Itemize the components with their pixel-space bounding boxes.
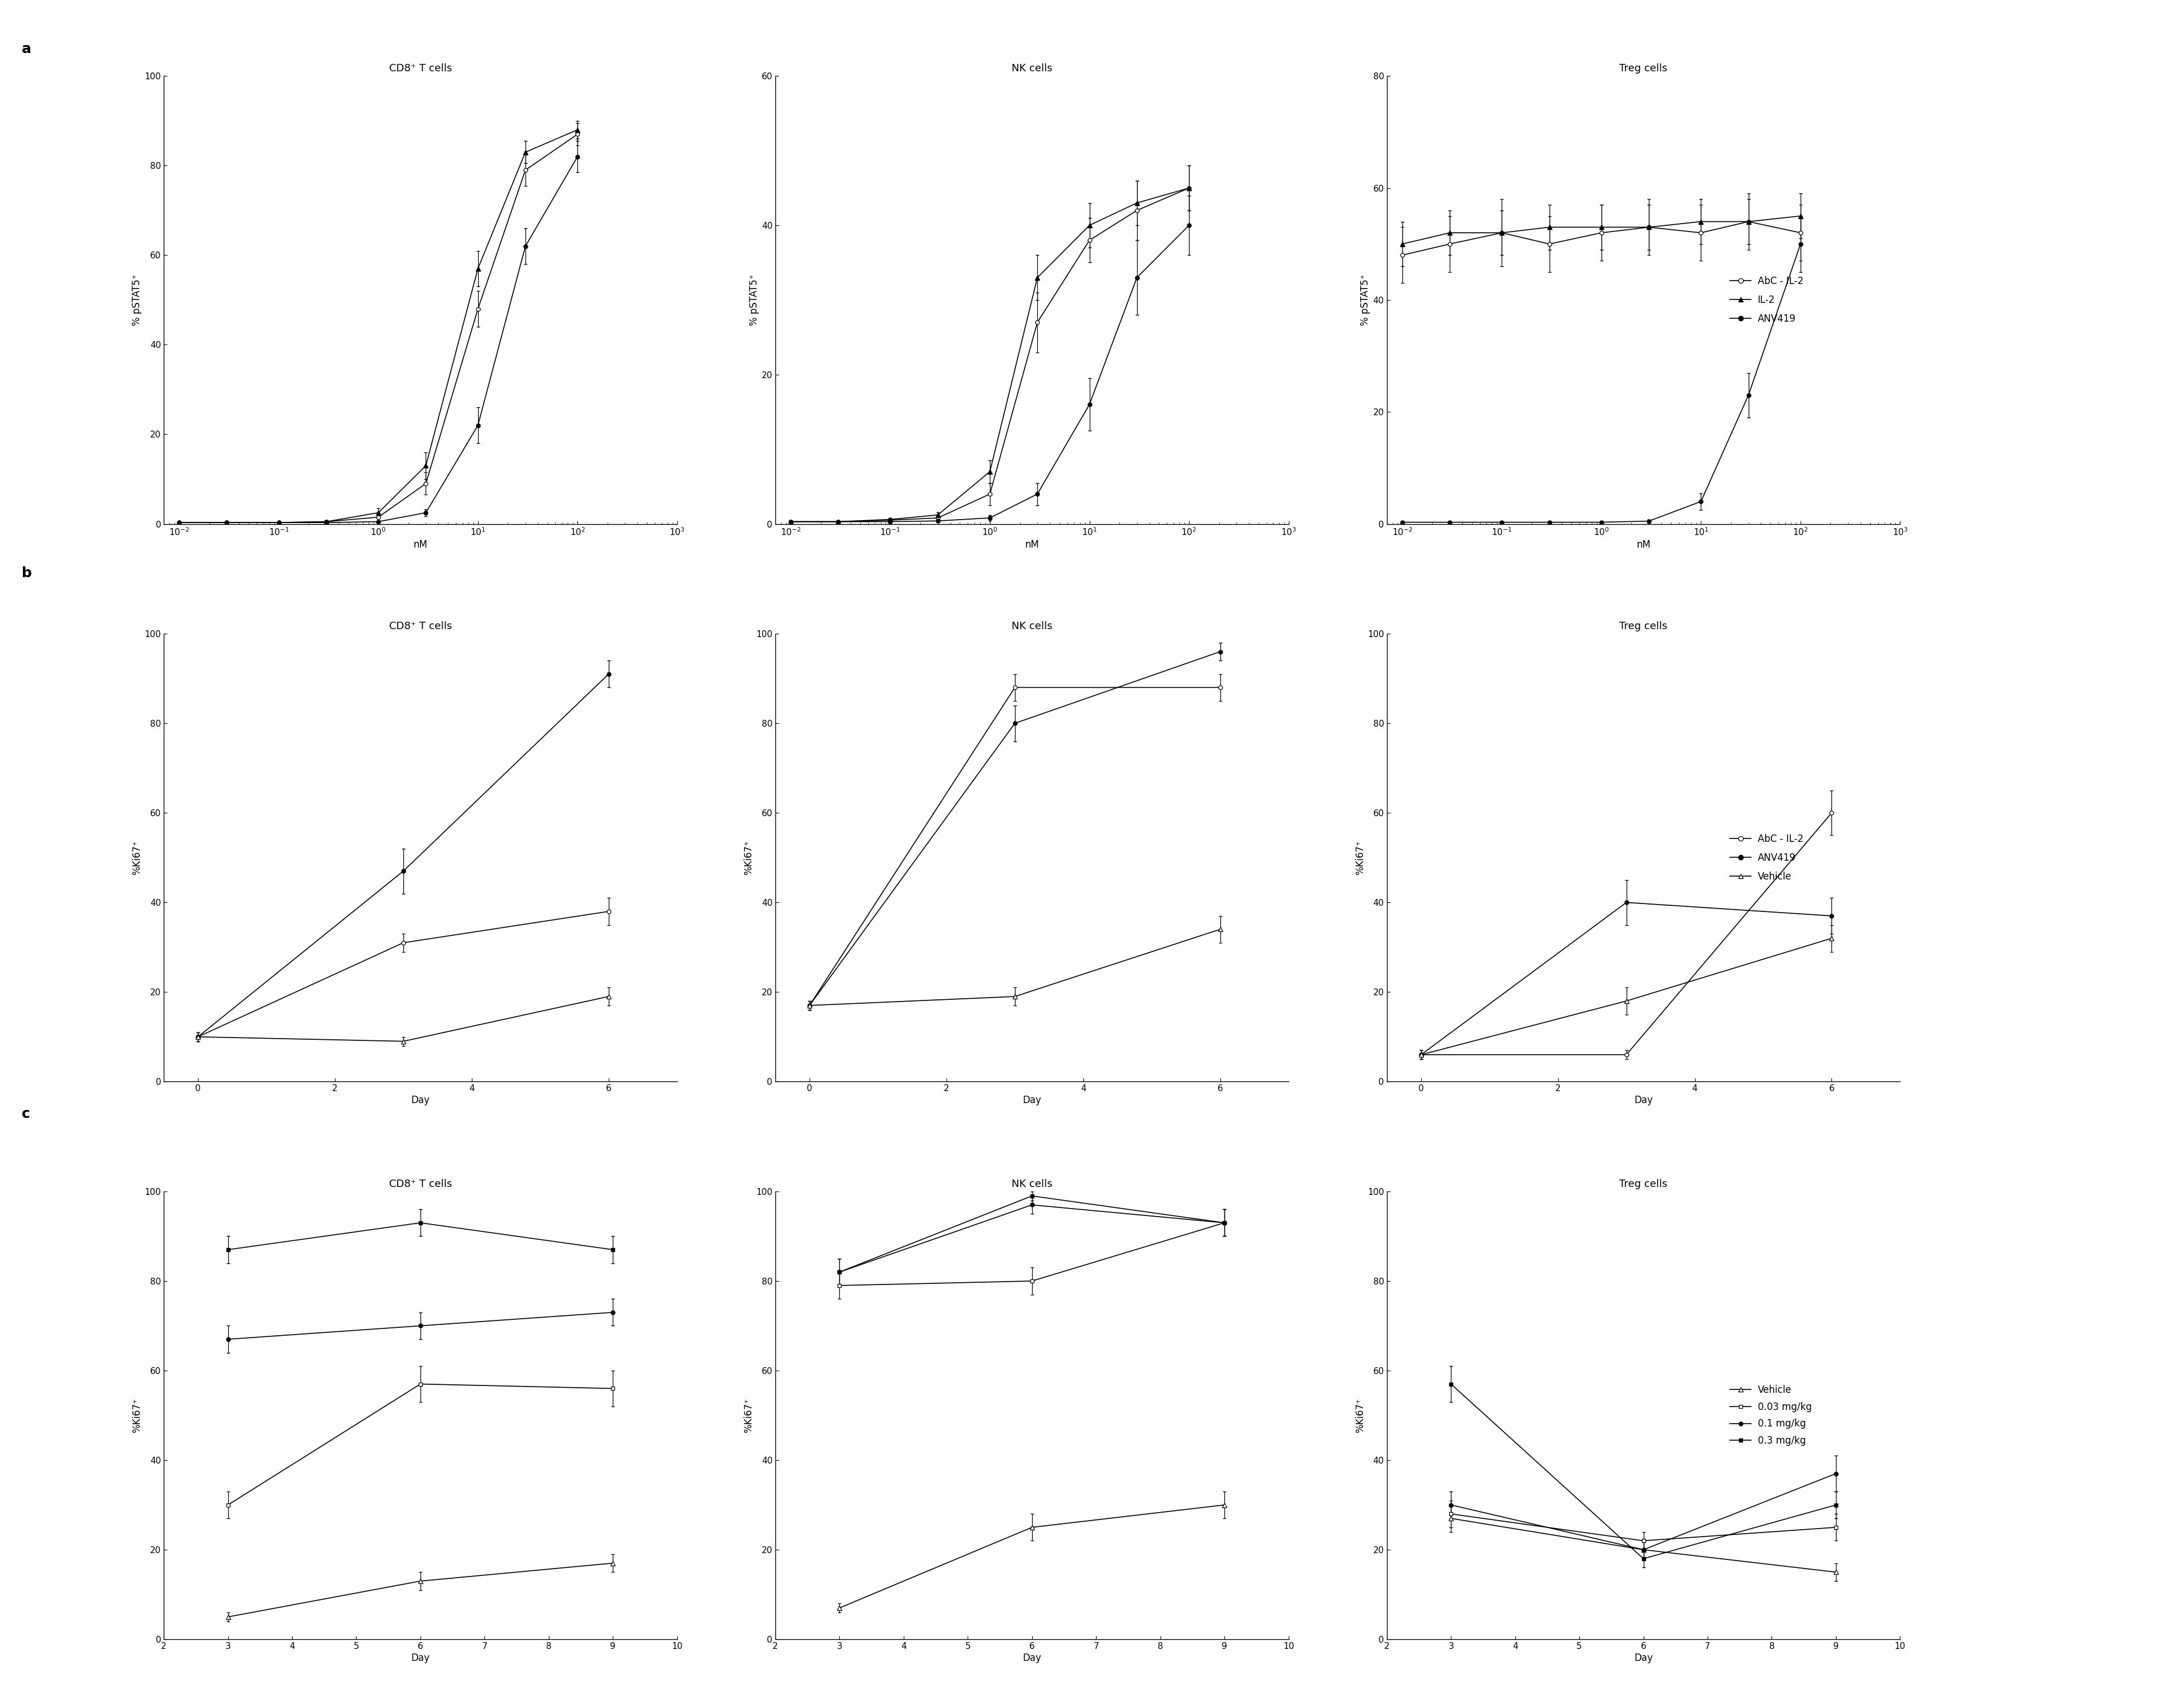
Title: NK cells: NK cells: [1011, 63, 1053, 74]
Legend: AbC - IL-2, IL-2, ANV419: AbC - IL-2, IL-2, ANV419: [1730, 275, 1804, 324]
Text: a: a: [22, 42, 31, 56]
Title: CD8⁺ T cells: CD8⁺ T cells: [389, 620, 452, 632]
Title: Treg cells: Treg cells: [1618, 1178, 1669, 1190]
Y-axis label: %Ki67⁺: %Ki67⁺: [743, 1398, 753, 1433]
Y-axis label: %Ki67⁺: %Ki67⁺: [1354, 1398, 1365, 1433]
Text: c: c: [22, 1107, 31, 1120]
Y-axis label: % pSTAT5⁺: % pSTAT5⁺: [1361, 274, 1372, 326]
X-axis label: Day: Day: [1022, 1653, 1042, 1663]
Y-axis label: % pSTAT5⁺: % pSTAT5⁺: [131, 274, 142, 326]
Legend: Vehicle, 0.03 mg/kg, 0.1 mg/kg, 0.3 mg/kg: Vehicle, 0.03 mg/kg, 0.1 mg/kg, 0.3 mg/k…: [1730, 1384, 1813, 1447]
X-axis label: Day: Day: [1022, 1095, 1042, 1105]
Y-axis label: % pSTAT5⁺: % pSTAT5⁺: [749, 274, 760, 326]
Legend: AbC - IL-2, ANV419, Vehicle: AbC - IL-2, ANV419, Vehicle: [1730, 833, 1804, 882]
Y-axis label: %Ki67⁺: %Ki67⁺: [743, 840, 753, 875]
Title: Treg cells: Treg cells: [1618, 620, 1669, 632]
Title: Treg cells: Treg cells: [1618, 63, 1669, 74]
Title: CD8⁺ T cells: CD8⁺ T cells: [389, 63, 452, 74]
Title: NK cells: NK cells: [1011, 620, 1053, 632]
Y-axis label: %Ki67⁺: %Ki67⁺: [131, 1398, 142, 1433]
X-axis label: nM: nM: [1636, 539, 1651, 549]
Title: NK cells: NK cells: [1011, 1178, 1053, 1190]
Y-axis label: %Ki67⁺: %Ki67⁺: [1354, 840, 1365, 875]
X-axis label: Day: Day: [411, 1653, 430, 1663]
X-axis label: Day: Day: [411, 1095, 430, 1105]
X-axis label: nM: nM: [1024, 539, 1040, 549]
Y-axis label: %Ki67⁺: %Ki67⁺: [131, 840, 142, 875]
Text: b: b: [22, 566, 33, 580]
X-axis label: Day: Day: [1634, 1653, 1653, 1663]
Title: CD8⁺ T cells: CD8⁺ T cells: [389, 1178, 452, 1190]
X-axis label: Day: Day: [1634, 1095, 1653, 1105]
X-axis label: nM: nM: [413, 539, 428, 549]
